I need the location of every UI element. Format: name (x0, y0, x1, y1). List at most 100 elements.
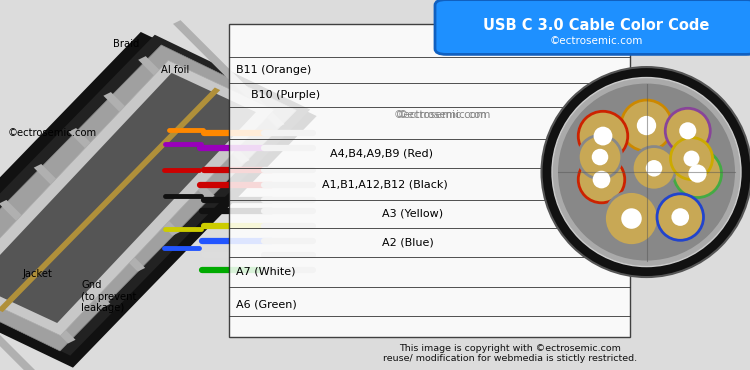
Point (164, 127, 173, 132)
Point (200, 131, 208, 135)
Point (267, 131, 276, 135)
Polygon shape (0, 73, 256, 323)
Point (260, 146, 268, 150)
Text: B10 (Purple): B10 (Purple) (251, 90, 320, 101)
Polygon shape (0, 272, 40, 370)
Ellipse shape (542, 67, 750, 277)
Point (260, 268, 268, 272)
Text: A3 (Yellow): A3 (Yellow) (382, 209, 444, 219)
Point (194, 168, 203, 172)
Point (308, 238, 317, 243)
Point (308, 253, 317, 258)
FancyBboxPatch shape (435, 0, 750, 54)
Ellipse shape (604, 192, 658, 246)
Point (260, 223, 268, 228)
Point (308, 223, 317, 228)
Point (260, 209, 268, 213)
Ellipse shape (683, 151, 700, 167)
Point (198, 127, 207, 132)
Text: USB C 3.0 Cable Color Code: USB C 3.0 Cable Color Code (483, 18, 710, 33)
Point (267, 238, 276, 243)
Polygon shape (34, 164, 146, 272)
Point (260, 198, 268, 202)
Point (308, 168, 317, 172)
Text: A2 (Blue): A2 (Blue) (382, 238, 434, 248)
Ellipse shape (657, 194, 704, 240)
Ellipse shape (621, 208, 642, 229)
Point (267, 223, 276, 228)
Polygon shape (138, 56, 250, 164)
Text: Al foil: Al foil (161, 65, 190, 75)
Point (196, 142, 206, 147)
Ellipse shape (688, 164, 706, 183)
Ellipse shape (578, 135, 622, 179)
Polygon shape (68, 128, 180, 236)
Point (194, 246, 203, 250)
Point (308, 146, 317, 150)
Text: A7 (White): A7 (White) (236, 267, 296, 277)
Polygon shape (173, 20, 284, 128)
Ellipse shape (578, 111, 628, 161)
Point (267, 183, 276, 187)
Point (267, 198, 276, 202)
Ellipse shape (680, 122, 696, 139)
Ellipse shape (674, 149, 722, 198)
Polygon shape (0, 35, 310, 356)
Point (198, 209, 207, 213)
Ellipse shape (558, 84, 735, 260)
Text: ©ectrosemic.com: ©ectrosemic.com (398, 110, 490, 120)
Point (200, 168, 208, 172)
Text: ©ectrosemic.com: ©ectrosemic.com (394, 110, 488, 120)
Ellipse shape (670, 138, 712, 179)
Ellipse shape (665, 108, 710, 153)
Point (160, 142, 170, 147)
Polygon shape (0, 87, 220, 312)
Polygon shape (0, 200, 110, 307)
Point (267, 253, 276, 258)
Text: ©ectrosemic.com: ©ectrosemic.com (8, 128, 97, 138)
Text: Braid: Braid (112, 39, 139, 50)
Point (160, 194, 170, 198)
Point (159, 168, 168, 172)
Ellipse shape (637, 116, 656, 135)
Polygon shape (0, 60, 274, 336)
Point (200, 253, 208, 258)
Text: This image is copyright with ©ectrosemic.com
reuse/ modification for webmedia is: This image is copyright with ©ectrosemic… (383, 344, 637, 363)
Point (198, 238, 207, 243)
Point (196, 146, 205, 150)
Text: Jacket: Jacket (22, 269, 53, 279)
Point (308, 131, 317, 135)
Point (196, 227, 206, 232)
Point (308, 183, 317, 187)
Point (260, 183, 268, 187)
Ellipse shape (621, 100, 672, 151)
Point (200, 198, 208, 202)
Point (308, 209, 317, 213)
Text: Gnd
(to prevent
leakage): Gnd (to prevent leakage) (81, 280, 136, 313)
Text: A1,B1,A12,B12 (Black): A1,B1,A12,B12 (Black) (322, 179, 448, 189)
Text: B11 (Orange): B11 (Orange) (236, 65, 311, 75)
Ellipse shape (578, 156, 625, 203)
Point (260, 238, 268, 243)
Point (308, 268, 317, 272)
Text: A6 (Green): A6 (Green) (236, 299, 297, 309)
Point (260, 131, 268, 135)
Point (196, 194, 206, 198)
Polygon shape (0, 236, 76, 343)
Ellipse shape (671, 208, 689, 226)
Point (196, 183, 205, 187)
Point (267, 268, 276, 272)
Point (267, 209, 276, 213)
Point (308, 198, 317, 202)
Ellipse shape (592, 171, 610, 188)
Point (200, 223, 208, 228)
Text: ©ectrosemic.com: ©ectrosemic.com (550, 36, 643, 47)
Point (198, 268, 207, 272)
Point (159, 246, 168, 250)
Point (267, 146, 276, 150)
Ellipse shape (632, 147, 676, 190)
Polygon shape (0, 45, 296, 351)
Ellipse shape (593, 127, 613, 145)
Point (260, 253, 268, 258)
Polygon shape (0, 32, 316, 368)
